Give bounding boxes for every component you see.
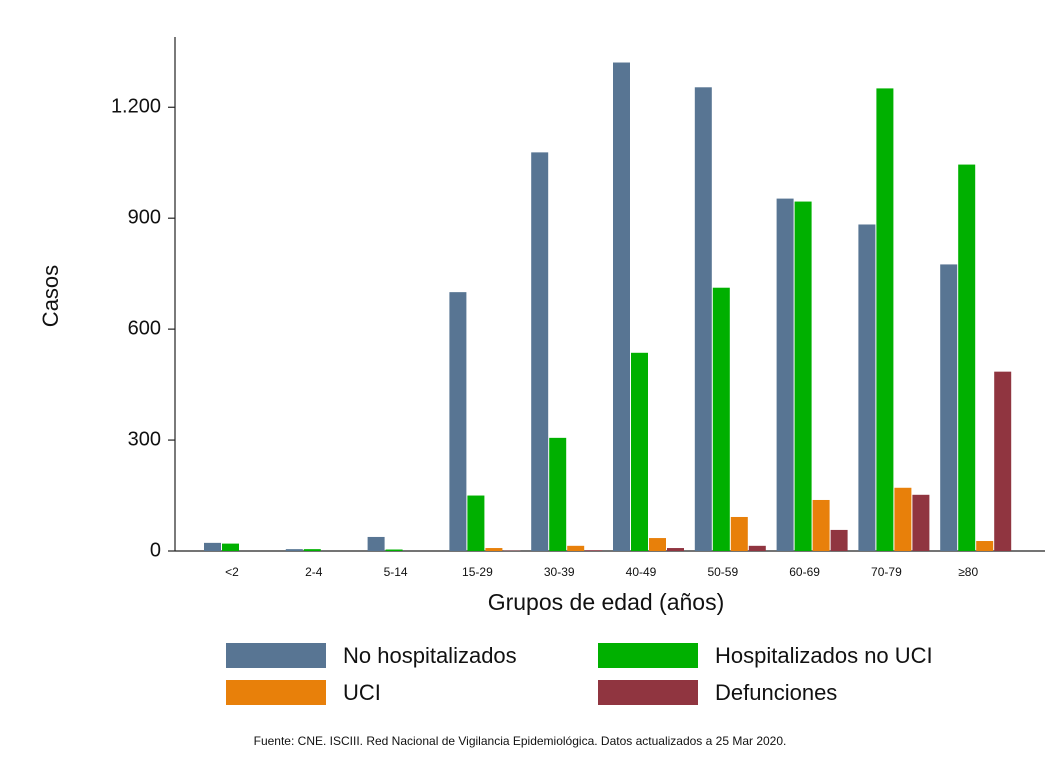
- bar: [940, 264, 958, 551]
- bar: [812, 499, 830, 551]
- bar: [549, 437, 567, 551]
- bar: [385, 549, 403, 551]
- y-axis-label: Casos: [38, 265, 63, 327]
- legend-label: Defunciones: [715, 680, 837, 705]
- x-tick-label: <2: [225, 565, 239, 579]
- bar: [204, 542, 221, 551]
- legend-label: No hospitalizados: [343, 643, 517, 668]
- bar: [667, 548, 684, 551]
- y-tick-label: 1.200: [111, 96, 161, 118]
- bar: [776, 198, 794, 551]
- x-tick-label: ≥80: [958, 565, 978, 579]
- legend-swatch: [598, 680, 698, 705]
- bar: [994, 371, 1012, 551]
- bar: [285, 549, 303, 551]
- bar: [449, 292, 467, 551]
- x-tick-label: 30-39: [544, 565, 575, 579]
- bar: [976, 541, 994, 551]
- bar: [694, 87, 712, 551]
- bar: [531, 152, 549, 551]
- bar: [303, 549, 321, 551]
- y-tick-label: 0: [150, 539, 161, 561]
- source-note: Fuente: CNE. ISCIII. Red Nacional de Vig…: [254, 734, 787, 748]
- bar: [730, 516, 748, 551]
- bar: [912, 494, 930, 551]
- bar: [467, 495, 485, 551]
- x-tick-label: 50-59: [707, 565, 738, 579]
- x-tick-label: 5-14: [384, 565, 408, 579]
- bar: [613, 62, 630, 551]
- bar: [894, 487, 912, 551]
- x-axis-label: Grupos de edad (años): [488, 589, 725, 615]
- x-tick-label: 40-49: [626, 565, 657, 579]
- bar: [830, 529, 848, 551]
- bar: [794, 201, 812, 551]
- legend-label: UCI: [343, 680, 381, 705]
- x-tick-label: 60-69: [789, 565, 820, 579]
- y-tick-label: 600: [128, 317, 161, 339]
- bar: [748, 545, 766, 551]
- x-tick-label: 70-79: [871, 565, 902, 579]
- bar: [876, 88, 894, 552]
- bar: [858, 224, 876, 551]
- legend-label: Hospitalizados no UCI: [715, 643, 933, 668]
- bar: [567, 545, 585, 551]
- legend-swatch: [226, 643, 326, 668]
- bar: [649, 538, 666, 551]
- bar: [222, 543, 239, 551]
- y-tick-label: 300: [128, 428, 161, 450]
- bar: [712, 287, 730, 551]
- bar: [367, 536, 385, 551]
- x-tick-label: 15-29: [462, 565, 493, 579]
- legend-swatch: [598, 643, 698, 668]
- bar: [631, 352, 648, 551]
- bar: [958, 164, 976, 551]
- y-tick-label: 900: [128, 206, 161, 228]
- x-tick-label: 2-4: [305, 565, 323, 579]
- bar: [585, 550, 603, 551]
- legend-swatch: [226, 680, 326, 705]
- bar: [485, 548, 503, 551]
